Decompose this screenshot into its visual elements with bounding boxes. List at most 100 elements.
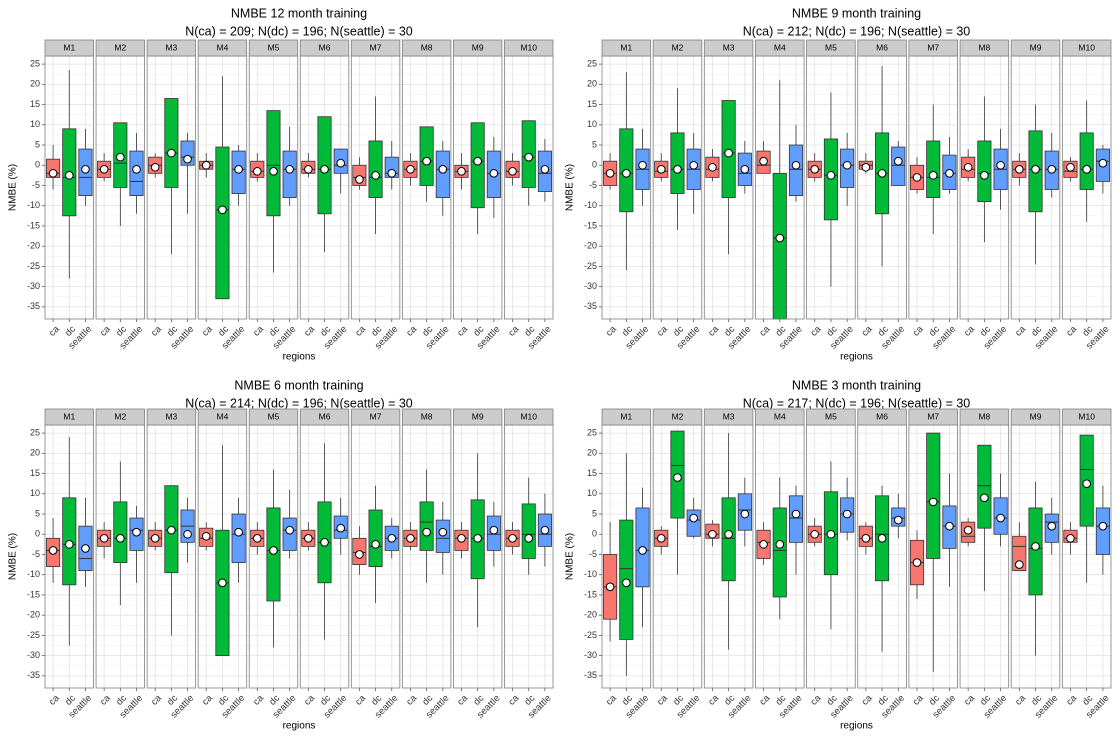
box-M2-dc — [670, 430, 685, 575]
x-tick-label: ca — [706, 323, 721, 338]
mean-point — [48, 546, 58, 555]
facet-strip-label: M1 — [620, 42, 632, 52]
mean-point — [167, 148, 176, 158]
mean-point — [285, 525, 294, 535]
box-M10-ca — [505, 153, 520, 186]
box-M7-dc — [926, 104, 941, 235]
mean-point — [673, 164, 682, 174]
facet-strip — [401, 408, 452, 426]
mean-point — [826, 171, 836, 180]
box-iqr — [113, 501, 128, 563]
mean-point — [1082, 479, 1091, 488]
x-tick-label: ca — [98, 692, 113, 707]
x-axis-label: regions — [840, 352, 873, 363]
box-M5-dc — [823, 461, 838, 630]
box-M4-ca — [756, 140, 771, 174]
box-M9-dc — [470, 122, 485, 235]
box-M4-ca — [199, 153, 214, 178]
x-tick-label: ca — [655, 323, 670, 338]
y-tick-label: -25 — [27, 630, 40, 640]
box-M5-ca — [250, 522, 265, 555]
mean-point — [540, 164, 550, 174]
y-tick-label: -35 — [584, 670, 597, 680]
x-tick-label: ca — [149, 323, 164, 338]
facet-strip — [1010, 39, 1061, 57]
chart-subtitle: N(ca) = 209; N(dc) = 196; N(seattle) = 3… — [185, 24, 413, 38]
mean-point — [252, 167, 262, 176]
y-tick-label: -5 — [589, 180, 597, 190]
mean-point — [605, 582, 615, 592]
chart-subtitle: N(ca) = 217; N(dc) = 196; N(seattle) = 3… — [743, 396, 971, 410]
box-M6-dc — [317, 116, 332, 253]
box-M8-ca — [961, 149, 976, 182]
mean-point — [406, 533, 415, 543]
facet-strip — [1010, 408, 1061, 426]
box-M5-ca — [250, 153, 265, 182]
facet-strip — [959, 408, 1010, 426]
chart-title: NMBE 6 month training — [234, 378, 363, 392]
mean-point — [473, 156, 482, 166]
x-tick-label: ca — [706, 692, 721, 707]
box-M2-seattle — [686, 497, 701, 539]
y-tick-label: -15 — [27, 589, 40, 599]
mean-point — [740, 509, 750, 519]
facet-strip — [146, 408, 197, 426]
y-tick-label: 10 — [587, 119, 597, 129]
mean-point — [1031, 164, 1040, 174]
facet-strip — [401, 39, 452, 57]
facet-strip-label: M10 — [1078, 411, 1095, 421]
mean-point — [218, 578, 227, 588]
box-M6-dc — [875, 485, 890, 652]
y-axis-label: NMBE (%) — [8, 164, 19, 211]
mean-point — [1082, 164, 1091, 174]
x-tick-label: ca — [808, 323, 823, 338]
y-tick-label: -5 — [32, 549, 40, 559]
box-M5-seattle — [840, 477, 855, 541]
mean-point — [810, 529, 820, 539]
y-tick-label: -30 — [27, 650, 40, 660]
mean-point — [218, 205, 227, 215]
box-M3-dc — [721, 100, 736, 255]
mean-point — [371, 171, 380, 180]
y-tick-label: 20 — [587, 79, 597, 89]
box-M3-ca — [705, 520, 720, 547]
facet-strip-label: M3 — [165, 411, 177, 421]
mean-point — [1047, 164, 1057, 174]
x-tick-label: ca — [251, 323, 266, 338]
box-M9-dc — [1028, 104, 1043, 265]
mean-point — [304, 164, 313, 174]
box-M9-dc — [1028, 481, 1043, 656]
box-M6-seattle — [333, 148, 348, 194]
facet-strip-label: M5 — [268, 411, 280, 421]
facet-strip-label: M8 — [421, 411, 433, 421]
box-M1-seattle — [78, 497, 93, 587]
y-tick-label: -10 — [584, 569, 597, 579]
box-iqr — [419, 126, 434, 186]
mean-point — [489, 169, 499, 178]
box-M2-dc — [113, 122, 128, 226]
facet-strip-label: M5 — [825, 411, 837, 421]
facet-strip — [299, 408, 350, 426]
y-axis-label: NMBE (%) — [8, 533, 19, 580]
facet-strip — [755, 39, 805, 57]
facet-strip — [350, 39, 401, 57]
x-tick-label: ca — [1064, 323, 1079, 338]
box-M1-ca — [46, 518, 61, 583]
chart-1: NMBE 12 month training N(ca) = 209; N(dc)… — [8, 6, 554, 362]
mean-point — [489, 525, 499, 535]
facet-strip-label: M6 — [876, 411, 888, 421]
box-M3-dc — [164, 485, 179, 636]
box-M2-ca — [97, 522, 112, 559]
mean-point — [336, 523, 346, 533]
box-M4-ca — [756, 522, 771, 565]
box-M8-seattle — [435, 140, 450, 216]
